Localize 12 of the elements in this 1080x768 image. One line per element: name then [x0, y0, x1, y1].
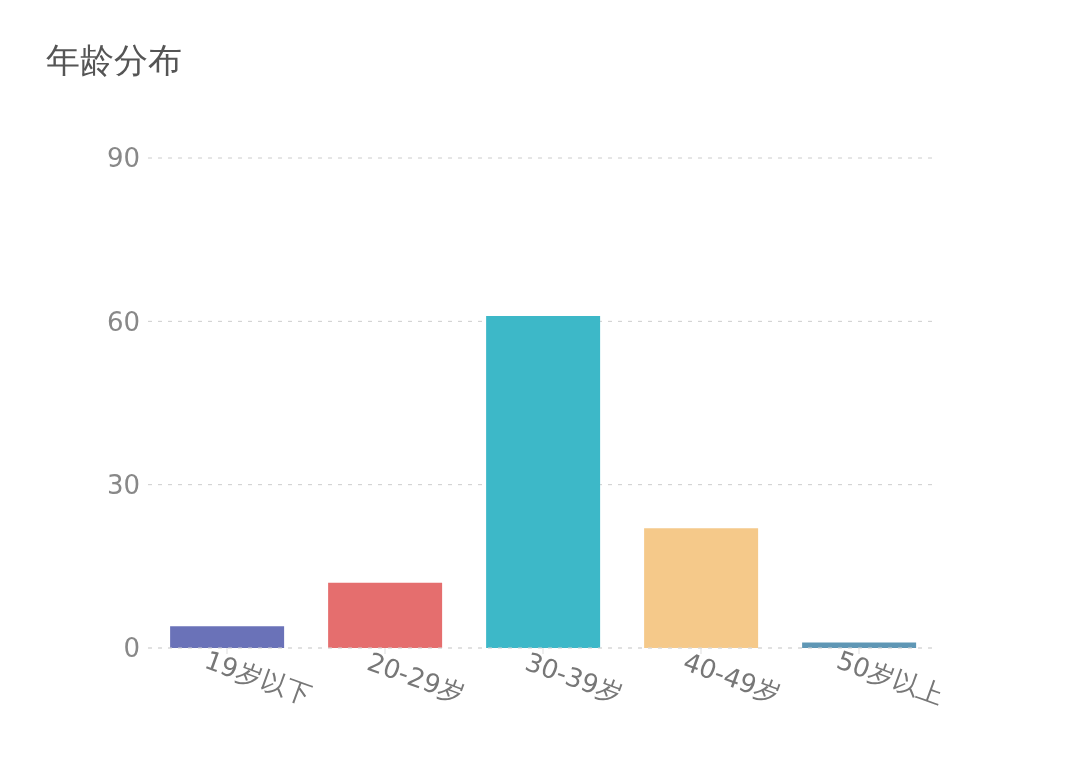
- bar: [486, 315, 601, 648]
- bar: [328, 582, 443, 648]
- chart-title: 年龄分布: [46, 39, 182, 82]
- bar: [644, 528, 759, 648]
- y-tick-label: 30: [106, 469, 140, 500]
- x-tick-label: 40-49岁: [679, 646, 786, 710]
- x-tick-label: 19岁以下: [200, 644, 316, 711]
- bar: [170, 626, 285, 648]
- y-tick-label: 0: [123, 633, 140, 664]
- y-tick-label: 90: [106, 143, 140, 174]
- y-tick-label: 60: [106, 306, 140, 337]
- x-tick-label: 50岁以上: [832, 644, 948, 711]
